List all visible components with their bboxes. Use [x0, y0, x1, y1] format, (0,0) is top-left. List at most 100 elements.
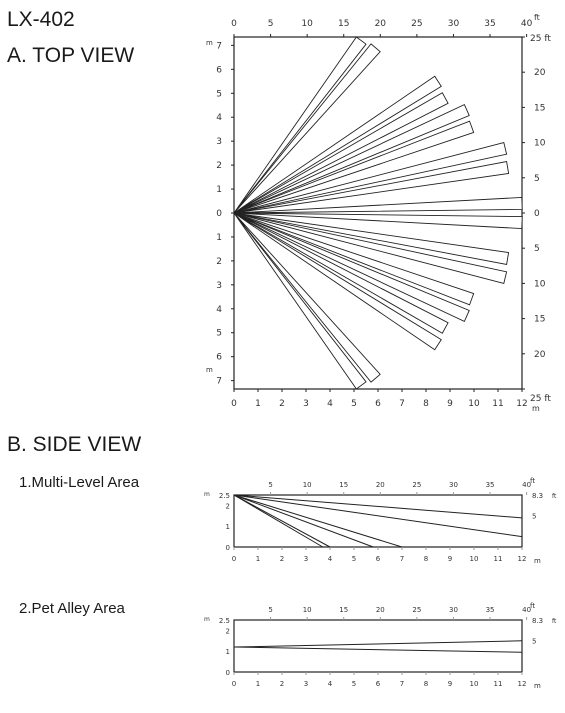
top-y-m-label: 0	[216, 209, 222, 219]
side-detection-ray	[233, 646, 523, 653]
side-detection-ray	[233, 494, 324, 548]
top-x-m-label: 9	[447, 399, 453, 409]
top-detection-beam	[233, 212, 523, 230]
side-y-m-label: 0	[226, 544, 230, 552]
side-detection-ray	[233, 494, 523, 519]
top-y-m-label: 7	[216, 41, 222, 51]
side-x-m-label: 11	[494, 680, 503, 688]
top-y-m-label: 4	[216, 305, 222, 315]
top-detection-beam	[233, 212, 449, 334]
top-view-diagram: 0 1 2 3 4 5 6 7 8 9 10 11 12 m0 5 10 15 20 25 30 35 40ft76543…	[206, 13, 551, 413]
side-x-m-label: 1	[256, 680, 260, 688]
top-y-m-unit-top: m	[206, 39, 213, 47]
top-x-ft-label: 15	[338, 19, 349, 29]
side-view-title: B. SIDE VIEW	[7, 433, 142, 456]
side-x-m-label: 9	[448, 555, 452, 563]
side-y-m-label: 1	[226, 648, 230, 656]
side-x-ft-label: 30	[449, 481, 458, 489]
top-view-frame	[233, 36, 523, 390]
side-x-ft-label: 25	[412, 481, 421, 489]
side-x-m-label: 3	[304, 680, 308, 688]
top-detection-beam	[233, 43, 381, 214]
side-y-m-label: 1	[226, 523, 230, 531]
side-x-m-label: 5	[352, 680, 356, 688]
side-x-ft-label: 35	[486, 606, 495, 614]
top-detection-beam	[233, 75, 442, 214]
side-detection-ray	[233, 640, 523, 648]
side-x-m-label: 12	[518, 680, 527, 688]
top-y-ft-label: 15	[534, 103, 545, 113]
side-y-m-label: 0	[226, 669, 230, 677]
side-x-m-label: 9	[448, 680, 452, 688]
side-x-ft-label: 40	[522, 481, 531, 489]
top-x-m-label: 6	[375, 399, 381, 409]
multi-level-side-view: 0 1 2 3 4 5 6 7 8 9 10 11 12 m5 10 15 20 25 30 35 40ft2.5210…	[204, 477, 557, 565]
side-x-m-label: 8	[424, 680, 428, 688]
top-detection-beam	[233, 212, 442, 351]
side-x-ft-label: 25	[412, 606, 421, 614]
side-x-m-label: 1	[256, 555, 260, 563]
pet-alley-area-label: 2.Pet Alley Area	[19, 600, 125, 617]
top-x-ft-label: 30	[448, 19, 460, 29]
side-x-ft-label: 10	[303, 481, 312, 489]
top-y-ft-label: 20	[534, 350, 546, 360]
side-x-m-label: 7	[400, 555, 404, 563]
top-x-ft-label: 0	[231, 19, 237, 29]
side-y-ft-unit: ft	[552, 618, 557, 625]
top-detection-beam	[233, 141, 508, 214]
top-x-m-label: 0	[231, 399, 237, 409]
side-x-ft-label: 35	[486, 481, 495, 489]
top-x-m-label: 5	[351, 399, 357, 409]
side-x-ft-label: 15	[339, 606, 348, 614]
side-x-ft-label: 20	[376, 606, 385, 614]
top-detection-beam	[233, 212, 470, 323]
side-x-ft-label: 20	[376, 481, 385, 489]
side-x-m-unit: m	[534, 682, 541, 690]
top-corner-ft-top: 25 ft	[530, 34, 551, 44]
top-x-m-label: 2	[279, 399, 285, 409]
side-x-m-label: 7	[400, 680, 404, 688]
top-y-m-label: 2	[216, 161, 222, 171]
side-x-m-label: 11	[494, 555, 503, 563]
top-x-m-unit: m	[532, 404, 540, 413]
top-x-ft-label: 40	[521, 19, 533, 29]
side-x-ft-unit: ft	[530, 602, 535, 610]
side-detection-ray	[233, 494, 403, 548]
side-y-ft-label: 8.3	[532, 617, 543, 625]
side-y-m-unit: m	[204, 616, 210, 623]
side-x-m-label: 3	[304, 555, 308, 563]
top-y-m-label: 4	[216, 113, 222, 123]
multi-level-area-label: 1.Multi-Level Area	[19, 474, 140, 491]
top-detection-beam	[233, 120, 475, 214]
top-y-ft-label: 5	[534, 174, 540, 184]
top-x-m-label: 7	[399, 399, 405, 409]
side-y-m-label: 2	[226, 627, 230, 635]
top-y-ft-label: 10	[534, 139, 546, 149]
pet-alley-side-view: 0 1 2 3 4 5 6 7 8 9 10 11 12 m5 10 15 20 25 30 35 40ft2.5210…	[204, 602, 557, 690]
side-x-m-label: 5	[352, 555, 356, 563]
side-x-m-label: 6	[376, 555, 381, 563]
side-detection-ray	[233, 494, 523, 538]
top-y-m-label: 6	[216, 353, 222, 363]
top-detection-beam	[233, 36, 367, 214]
side-x-m-label: 0	[232, 680, 236, 688]
side-y-ft-unit: ft	[552, 493, 557, 500]
side-y-ft-label: 5	[532, 512, 536, 520]
side-x-ft-label: 5	[268, 606, 272, 614]
top-x-m-label: 11	[492, 399, 503, 409]
top-y-m-label: 1	[216, 233, 222, 243]
side-x-m-label: 0	[232, 555, 236, 563]
top-y-m-label: 3	[216, 137, 222, 147]
top-y-m-unit-bottom: m	[206, 366, 213, 374]
top-y-m-label: 1	[216, 185, 222, 195]
side-x-ft-label: 40	[522, 606, 531, 614]
top-x-ft-label: 20	[375, 19, 387, 29]
model-title: LX-402	[7, 8, 75, 31]
top-detection-beam	[233, 103, 470, 214]
top-detection-beam	[233, 212, 475, 306]
top-x-m-label: 3	[303, 399, 309, 409]
side-y-m-label: 2.5	[219, 492, 230, 500]
side-x-ft-unit: ft	[530, 477, 535, 485]
top-y-ft-label: 20	[534, 68, 546, 78]
